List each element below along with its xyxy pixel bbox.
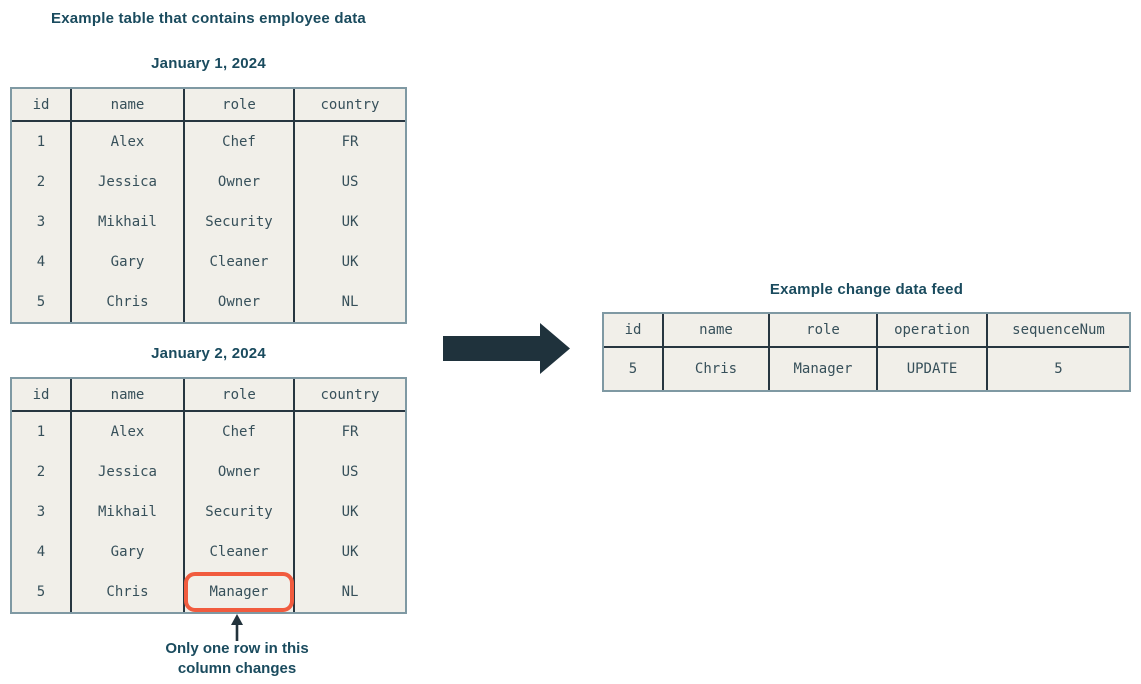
table-header-row: id name role country bbox=[12, 379, 405, 412]
table-header-row: id name role operation sequenceNum bbox=[604, 314, 1129, 348]
cell: Cleaner bbox=[185, 242, 295, 282]
cell: Jessica bbox=[72, 162, 185, 202]
column-header-role: role bbox=[185, 379, 295, 412]
table-row: 1 Alex Chef FR bbox=[12, 412, 405, 452]
cell: 4 bbox=[12, 532, 72, 572]
cell: Mikhail bbox=[72, 202, 185, 242]
cell: 3 bbox=[12, 202, 72, 242]
cell: NL bbox=[341, 584, 359, 600]
column-header-role: role bbox=[770, 314, 878, 348]
snapshot-jan1-title: January 1, 2024 bbox=[151, 55, 266, 72]
column-header-id: id bbox=[12, 89, 72, 122]
snapshot-table-jan2: id name role country 1 Alex Chef FR 2 Je… bbox=[10, 377, 407, 614]
cell: US bbox=[341, 174, 359, 190]
cell: 4 bbox=[12, 242, 72, 282]
flow-arrow-right-icon bbox=[443, 323, 570, 374]
cell: Security bbox=[185, 492, 295, 532]
cell: Chef bbox=[185, 122, 295, 162]
snapshot-jan2-title: January 2, 2024 bbox=[151, 345, 266, 362]
cell: Jessica bbox=[72, 452, 185, 492]
column-header-role: role bbox=[185, 89, 295, 122]
cell: Chris bbox=[72, 282, 185, 322]
cell: UPDATE bbox=[878, 348, 988, 390]
table-row: 2 Jessica Owner US bbox=[12, 162, 405, 202]
column-header-country: country bbox=[295, 379, 405, 412]
cell: Cleaner bbox=[185, 532, 295, 572]
table-row: 3 Mikhail Security UK bbox=[12, 492, 405, 532]
cell: 1 bbox=[12, 412, 72, 452]
cell: Owner bbox=[185, 282, 295, 322]
column-header-id: id bbox=[604, 314, 664, 348]
cell: Alex bbox=[72, 122, 185, 162]
cell: NL bbox=[341, 294, 359, 310]
cell: Chris bbox=[664, 348, 770, 390]
cell-highlighted: Manager bbox=[185, 572, 295, 612]
cell: Chris bbox=[72, 572, 185, 612]
change-feed-title: Example change data feed bbox=[769, 281, 964, 298]
table-row: 5 Chris Owner NL bbox=[12, 282, 405, 322]
cell: US bbox=[341, 464, 359, 480]
table-row: 3 Mikhail Security UK bbox=[12, 202, 405, 242]
cell: Mikhail bbox=[72, 492, 185, 532]
cell: 2 bbox=[12, 162, 72, 202]
annotation-line-1: Only one row in this bbox=[165, 640, 309, 657]
cell: Manager bbox=[770, 348, 878, 390]
cell: 5 bbox=[12, 572, 72, 612]
table-row: 1 Alex Chef FR bbox=[12, 122, 405, 162]
cell: Security bbox=[185, 202, 295, 242]
table-row: 4 Gary Cleaner UK bbox=[12, 242, 405, 282]
cell: 5 bbox=[12, 282, 72, 322]
cell: FR bbox=[341, 134, 359, 150]
cell: UK bbox=[341, 214, 359, 230]
cell: 1 bbox=[12, 122, 72, 162]
column-header-id: id bbox=[12, 379, 72, 412]
cell: UK bbox=[341, 254, 359, 270]
table-row: 5 Chris Manager UPDATE 5 bbox=[604, 348, 1129, 390]
cell: 5 bbox=[1054, 361, 1063, 377]
cell: UK bbox=[341, 544, 359, 560]
cell: UK bbox=[341, 504, 359, 520]
cell: 3 bbox=[12, 492, 72, 532]
cell: Alex bbox=[72, 412, 185, 452]
column-header-operation: operation bbox=[878, 314, 988, 348]
annotation-arrow-up-icon bbox=[231, 614, 243, 641]
change-feed-table: id name role operation sequenceNum 5 Chr… bbox=[602, 312, 1131, 392]
column-header-name: name bbox=[72, 379, 185, 412]
cell: 2 bbox=[12, 452, 72, 492]
table-row: 2 Jessica Owner US bbox=[12, 452, 405, 492]
cell: FR bbox=[341, 424, 359, 440]
table-row: 4 Gary Cleaner UK bbox=[12, 532, 405, 572]
cell: Owner bbox=[185, 162, 295, 202]
annotation-label: Only one row in this column changes bbox=[127, 639, 347, 679]
cell: Gary bbox=[72, 242, 185, 282]
annotation-line-2: column changes bbox=[177, 660, 297, 677]
column-header-sequencenum: sequenceNum bbox=[988, 314, 1129, 348]
column-header-name: name bbox=[72, 89, 185, 122]
table-header-row: id name role country bbox=[12, 89, 405, 122]
snapshot-table-jan1: id name role country 1 Alex Chef FR 2 Je… bbox=[10, 87, 407, 324]
cell: Gary bbox=[72, 532, 185, 572]
column-header-country: country bbox=[295, 89, 405, 122]
cell: 5 bbox=[604, 348, 664, 390]
column-header-name: name bbox=[664, 314, 770, 348]
cell: Chef bbox=[185, 412, 295, 452]
diagram-main-title: Example table that contains employee dat… bbox=[51, 10, 366, 27]
cell: Owner bbox=[185, 452, 295, 492]
table-row: 5 Chris Manager NL bbox=[12, 572, 405, 612]
